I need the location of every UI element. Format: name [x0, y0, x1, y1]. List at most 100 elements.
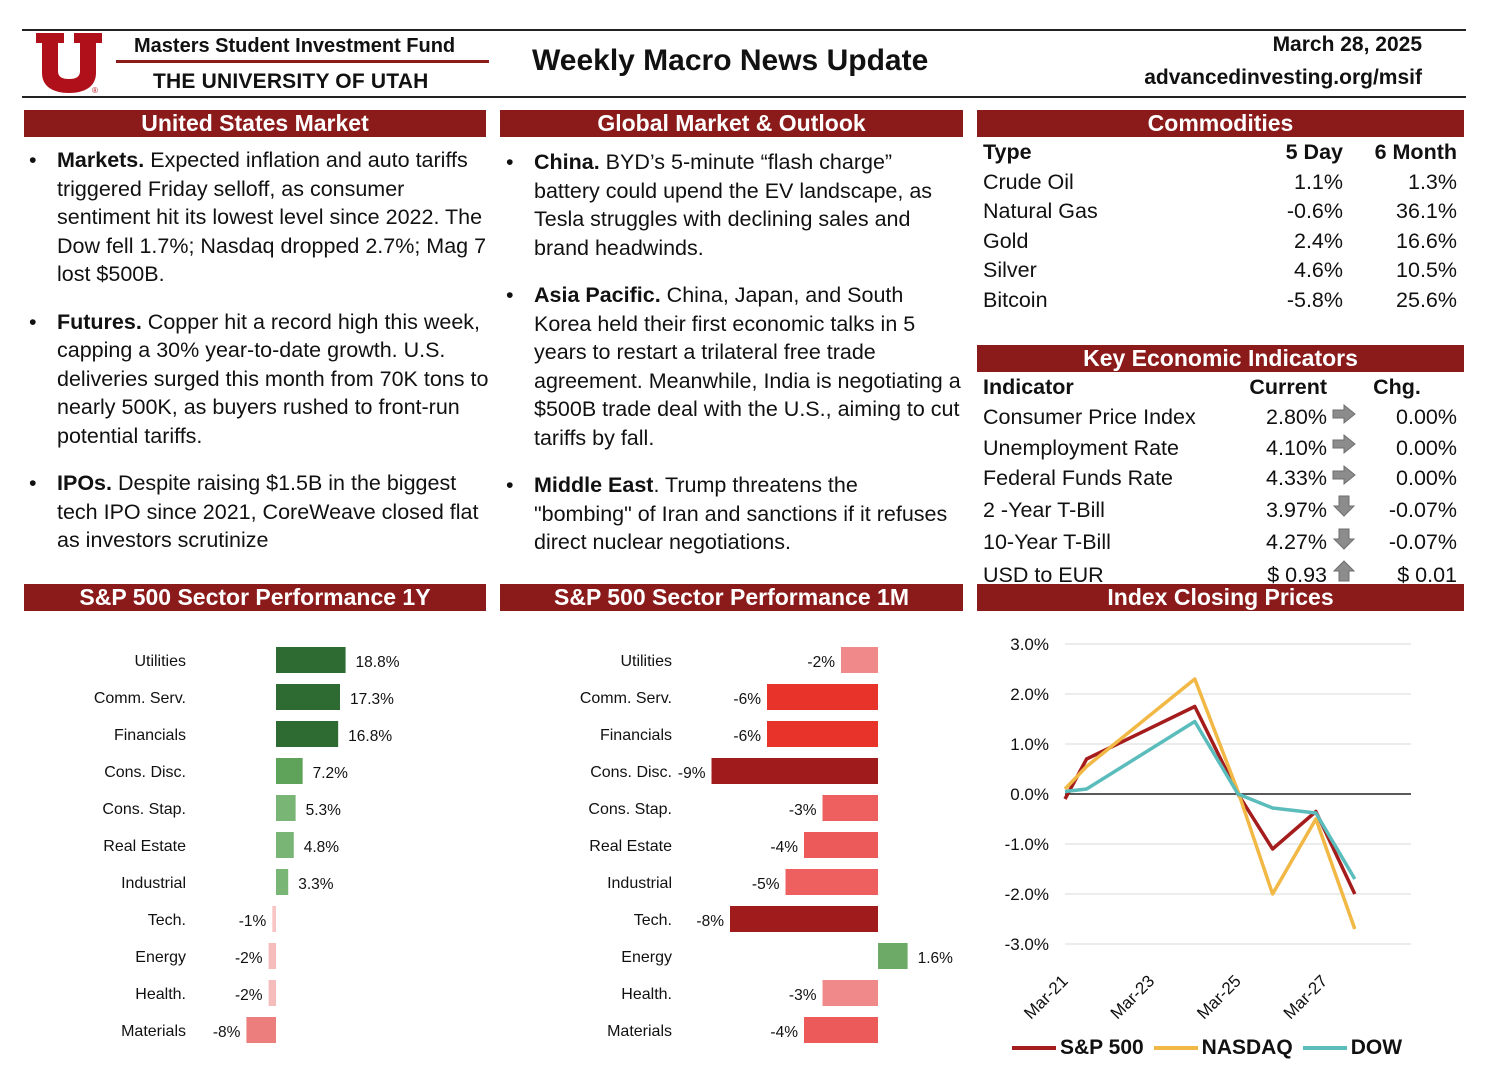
- legend-label: NASDAQ: [1201, 1036, 1293, 1059]
- indicators-table: Indicator Current Chg. Consumer Price In…: [983, 373, 1457, 592]
- us-market-heading: United States Market: [24, 110, 486, 137]
- bullet-lead: Middle East: [534, 473, 654, 497]
- six-month-change: 25.6%: [1396, 287, 1457, 312]
- indicator-name: 10-Year T-Bill: [983, 530, 1111, 554]
- right-arrow-icon: [1327, 464, 1361, 495]
- global-market-heading: Global Market & Outlook: [500, 110, 963, 137]
- sector-label: Health.: [621, 986, 672, 1003]
- index-heading: Index Closing Prices: [977, 584, 1464, 611]
- down-arrow-icon: [1327, 527, 1361, 560]
- sector-bar: [804, 1017, 878, 1043]
- right-arrow-icon: [1327, 403, 1361, 434]
- legend-swatch: [1302, 1046, 1347, 1050]
- table-header-row: Type 5 Day 6 Month: [983, 138, 1457, 168]
- x-tick-label: Mar-27: [1280, 971, 1332, 1023]
- indicator-change: 0.00%: [1396, 435, 1457, 460]
- legend-label: S&P 500: [1060, 1036, 1144, 1059]
- bullet-text: BYD’s 5-minute “flash charge” battery co…: [534, 150, 933, 260]
- sector-1y-heading: S&P 500 Sector Performance 1Y: [24, 584, 486, 611]
- table-row: 2 -Year T-Bill 3.97% -0.07%: [983, 494, 1457, 527]
- sector-label: Financials: [114, 727, 186, 744]
- y-tick-label: 3.0%: [1010, 635, 1049, 654]
- bullet-lead: Asia Pacific.: [534, 283, 661, 307]
- sector-bar: [822, 795, 878, 821]
- legend-item: S&P 500: [1012, 1036, 1144, 1060]
- commodity-name: Crude Oil: [983, 169, 1074, 194]
- y-tick-label: 1.0%: [1010, 735, 1049, 754]
- sector-bar: [268, 980, 276, 1006]
- data-label: 1.6%: [918, 950, 954, 967]
- sector-bar: [767, 684, 878, 710]
- sector-bar: [804, 832, 878, 858]
- six-month-change: 10.5%: [1396, 258, 1457, 282]
- data-label: -3%: [789, 987, 817, 1004]
- sector-label: Energy: [621, 949, 672, 966]
- indicator-current: $ 0.93: [1267, 562, 1327, 587]
- sector-bar: [276, 869, 289, 895]
- data-label: -3%: [789, 802, 817, 819]
- indicator-name: USD to EUR: [983, 562, 1104, 587]
- report-date: March 28, 2025: [1272, 33, 1422, 56]
- indicator-name: Federal Funds Rate: [983, 466, 1174, 490]
- data-label: 4.8%: [304, 839, 340, 856]
- table-row: Federal Funds Rate 4.33% 0.00%: [983, 464, 1457, 495]
- y-tick-label: -3.0%: [1005, 935, 1049, 954]
- sector-bar: [878, 943, 908, 969]
- data-label: 5.3%: [306, 802, 342, 819]
- sector-label: Cons. Disc.: [104, 764, 186, 781]
- five-day-change: 2.4%: [1293, 228, 1343, 253]
- sector-bar: [841, 647, 878, 673]
- column-header: Chg.: [1373, 375, 1421, 399]
- global-market-item: • China. BYD’s 5-minute “flash charge” ba…: [506, 150, 933, 260]
- global-market-list: • China. BYD’s 5-minute “flash charge” ba…: [501, 148, 961, 576]
- up-arrow-icon: [1327, 559, 1361, 592]
- series-line-dow: [1064, 719, 1357, 880]
- data-label: 7.2%: [313, 765, 349, 782]
- data-label: 3.3%: [298, 876, 334, 893]
- sector-label: Cons. Stap.: [588, 801, 672, 818]
- indicator-name: Unemployment Rate: [983, 435, 1179, 460]
- y-tick-label: -2.0%: [1005, 885, 1049, 904]
- table-header-row: Indicator Current Chg.: [983, 373, 1457, 403]
- series-line-nasdaq: [1063, 677, 1357, 930]
- sector-bar: [272, 906, 276, 932]
- sector-1y-chart: Utilities 18.8% Comm. Serv. 17.3% Financials…: [94, 647, 400, 1043]
- five-day-change: 1.1%: [1293, 169, 1343, 194]
- series-line-s-p-500: [1063, 704, 1357, 895]
- y-tick-label: -1.0%: [1005, 835, 1049, 854]
- x-tick-label: Mar-25: [1193, 971, 1245, 1023]
- sector-label: Real Estate: [103, 838, 186, 855]
- header-top-rule: [22, 29, 1466, 31]
- table-row: Consumer Price Index 2.80% 0.00%: [983, 403, 1457, 434]
- bullet-text: . Trump threatens the "bombing" of Iran …: [534, 473, 948, 554]
- bullet-lead: Markets.: [57, 148, 145, 172]
- sector-bar: [822, 980, 878, 1006]
- sector-bar: [276, 795, 296, 821]
- sector-label: Comm. Serv.: [94, 690, 186, 707]
- website-link[interactable]: advancedinvesting.org/msif: [1144, 66, 1422, 89]
- commodity-name: Silver: [983, 258, 1037, 282]
- sector-label: Health.: [135, 986, 186, 1003]
- bullet-lead: Futures.: [57, 309, 142, 334]
- data-label: -8%: [696, 913, 724, 930]
- legend-swatch: [1012, 1046, 1056, 1050]
- index-closing-chart: 3.0% 2.0% 1.0% 0.0% -1.0% -2.0% -3.0% Mar-21 Mar…: [1005, 635, 1411, 1023]
- indicator-name: 2 -Year T-Bill: [983, 497, 1105, 522]
- column-header: Type: [983, 140, 1032, 164]
- bullet-text: Expected inflation and auto tariffs trig…: [57, 148, 487, 286]
- sector-label: Tech.: [634, 912, 672, 929]
- legend-item: DOW: [1302, 1036, 1402, 1060]
- six-month-change: 36.1%: [1396, 199, 1457, 223]
- indicator-name: Consumer Price Index: [983, 405, 1196, 429]
- university-name: THE UNIVERSITY OF UTAH: [153, 70, 429, 93]
- sector-label: Energy: [135, 949, 186, 966]
- bullet-text: Despite raising $1.5B in the biggest tec…: [57, 471, 479, 552]
- indicator-current: 3.97%: [1266, 497, 1327, 522]
- data-label: 18.8%: [356, 654, 400, 671]
- table-row: Natural Gas -0.6% 36.1%: [983, 197, 1457, 227]
- sector-bar: [276, 647, 346, 673]
- indicator-change: -0.07%: [1388, 530, 1457, 554]
- commodities-heading: Commodities: [977, 110, 1464, 137]
- table-row: Unemployment Rate 4.10% 0.00%: [983, 433, 1457, 464]
- us-market-item: • IPOs. Despite raising $1.5B in the bigg…: [29, 471, 479, 552]
